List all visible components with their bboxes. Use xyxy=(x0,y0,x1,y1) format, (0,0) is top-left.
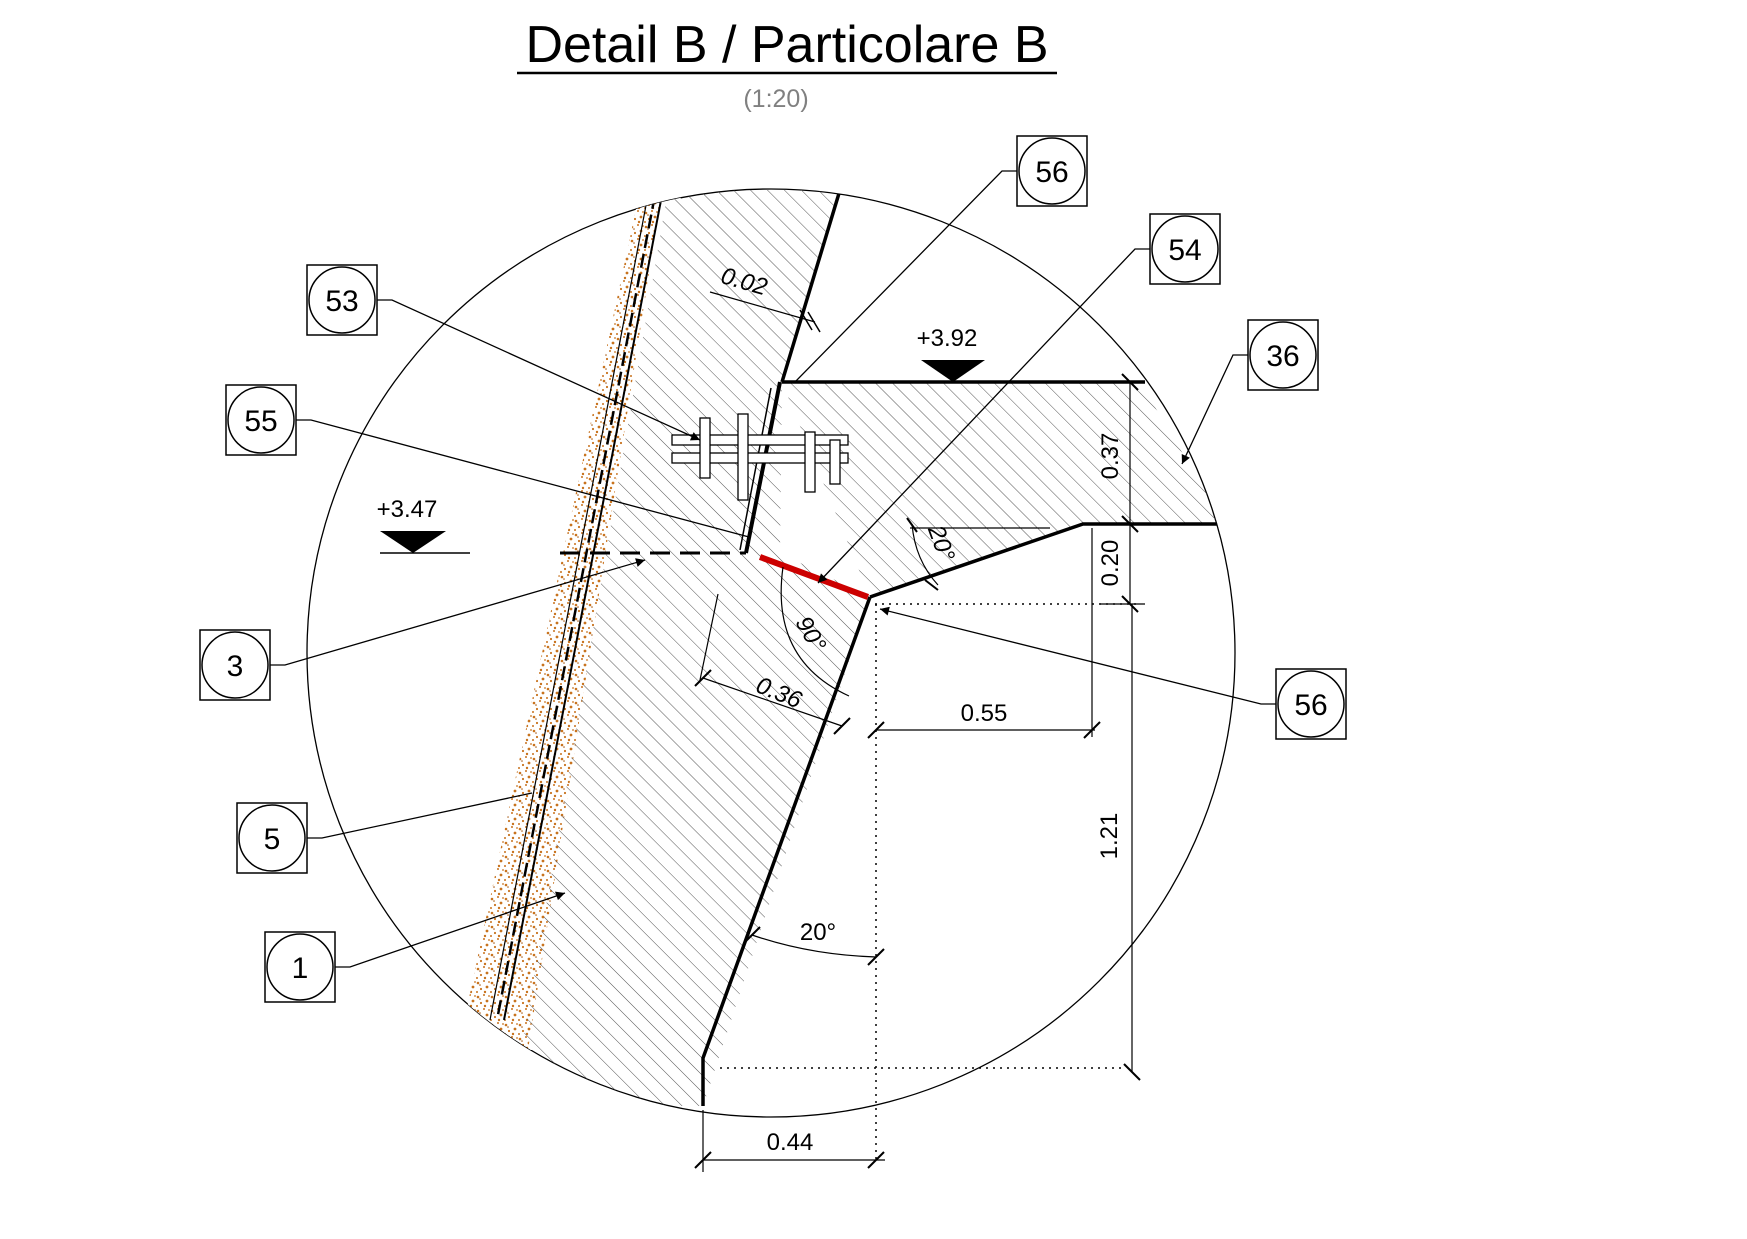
tag-3: 3 xyxy=(199,629,271,701)
leader-56-right xyxy=(879,606,1276,705)
tag-55: 55 xyxy=(225,384,297,456)
level-upper: +3.92 xyxy=(917,325,978,352)
tag-1: 1 xyxy=(264,931,336,1003)
level-lower-triangle xyxy=(380,531,446,553)
tag-55-label: 55 xyxy=(244,405,277,438)
tag-56-right: 56 xyxy=(1275,668,1347,740)
dim-slab-thickness: 0.37 xyxy=(1097,433,1124,480)
tag-56-right-label: 56 xyxy=(1294,689,1327,722)
tag-54: 54 xyxy=(1149,213,1221,285)
leader-5 xyxy=(307,792,533,839)
leaders xyxy=(270,170,1276,968)
angle-haunch xyxy=(906,517,1050,591)
tag-53-label: 53 xyxy=(325,285,358,318)
anchor-bolt-53 xyxy=(671,413,849,501)
joint-line xyxy=(744,381,782,554)
title: Detail B / Particolare B xyxy=(525,16,1048,74)
tag-56-top-label: 56 xyxy=(1035,156,1068,189)
tag-5-label: 5 xyxy=(264,823,281,856)
detail-circle xyxy=(306,188,1236,1118)
tag-5: 5 xyxy=(236,802,308,874)
tag-54-label: 54 xyxy=(1168,234,1201,267)
tag-36-label: 36 xyxy=(1266,340,1299,373)
leader-54 xyxy=(817,248,1150,584)
scale-label: (1:20) xyxy=(743,85,808,113)
dim-base-offset xyxy=(694,1110,885,1172)
level-upper-triangle xyxy=(921,360,985,382)
leader-1 xyxy=(335,891,566,968)
tag-3-label: 3 xyxy=(227,650,244,683)
red-strip-54 xyxy=(758,554,870,600)
angle-wall-label: 20° xyxy=(800,919,836,946)
dim-wall-thickness xyxy=(694,593,851,735)
wall-inner-face xyxy=(780,189,842,383)
tag-1-label: 1 xyxy=(292,952,309,985)
concrete-wall xyxy=(512,190,870,1106)
section-geometry xyxy=(458,189,1225,1106)
angle-wall xyxy=(743,926,885,966)
tag-36: 36 xyxy=(1247,319,1319,391)
slab-bottom-haunch xyxy=(869,522,1225,599)
dim-base-height-label: 1.21 xyxy=(1096,813,1123,860)
membrane-line-outer xyxy=(503,194,663,1021)
dim-base-height xyxy=(1123,604,1141,1081)
angle-right xyxy=(780,566,850,697)
dim-haunch-width-label: 0.55 xyxy=(961,700,1008,727)
leader-56-top xyxy=(793,170,1017,384)
dim-base-offset-label: 0.44 xyxy=(767,1129,814,1156)
soil-backfill xyxy=(458,190,665,1050)
tag-56-top: 56 xyxy=(1016,135,1088,207)
joint-line-2 xyxy=(739,387,772,551)
level-lower: +3.47 xyxy=(377,496,438,523)
dim-haunch-height: 0.20 xyxy=(1097,540,1124,587)
leader-36 xyxy=(1181,354,1248,465)
leader-53 xyxy=(377,299,701,441)
leader-55 xyxy=(296,419,750,538)
wall-lower-face xyxy=(701,596,872,1106)
tag-53: 53 xyxy=(306,264,378,336)
slab-36 xyxy=(782,382,1225,597)
leader-3 xyxy=(270,558,646,666)
membrane-line-inner xyxy=(489,194,649,1021)
